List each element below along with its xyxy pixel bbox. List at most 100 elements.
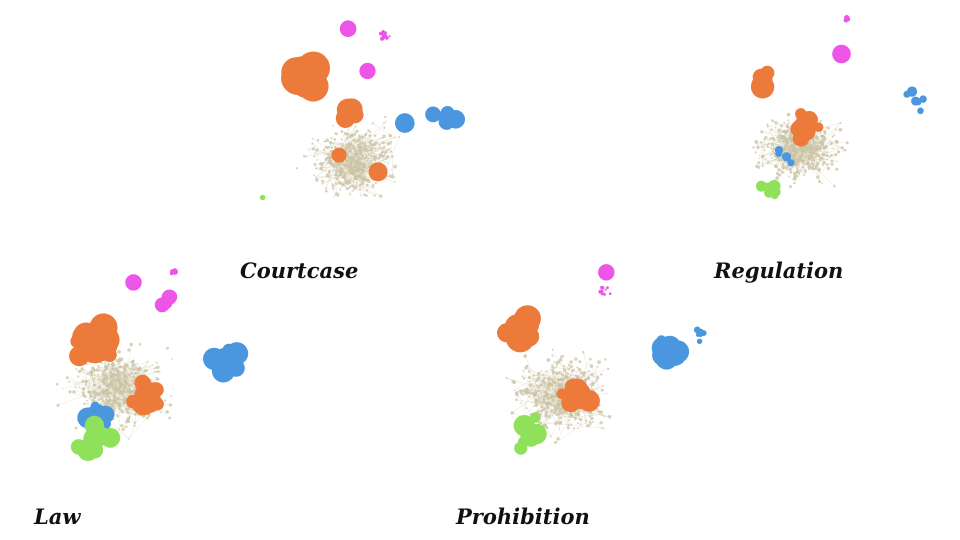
network-node xyxy=(128,390,132,395)
network-node xyxy=(821,182,824,185)
network-node xyxy=(785,123,789,127)
network-node xyxy=(535,378,539,382)
network-node xyxy=(120,409,122,412)
network-node xyxy=(92,396,96,400)
network-node xyxy=(601,427,603,430)
network-node xyxy=(572,374,575,376)
network-node xyxy=(814,164,818,168)
network-node xyxy=(794,172,796,174)
network-node xyxy=(88,391,92,394)
network-node xyxy=(118,428,121,431)
network-node xyxy=(772,136,775,139)
network-node xyxy=(112,405,115,407)
network-node xyxy=(366,170,368,173)
network-node xyxy=(124,381,128,386)
network-edge xyxy=(385,136,400,170)
network-edge xyxy=(812,159,821,164)
blue-cluster-node xyxy=(917,107,924,115)
network-node xyxy=(104,388,109,392)
blue-cluster-node xyxy=(903,90,911,98)
network-node xyxy=(332,142,335,145)
network-node xyxy=(555,366,558,369)
network-node xyxy=(108,386,112,389)
magenta-cluster-node xyxy=(608,292,612,296)
network-node xyxy=(117,378,121,383)
network-node xyxy=(836,160,838,162)
network-node xyxy=(121,398,124,401)
network-node xyxy=(120,371,124,375)
network-node xyxy=(544,414,549,418)
network-node xyxy=(778,159,781,162)
network-node xyxy=(544,392,546,394)
network-node xyxy=(532,383,534,385)
network-node xyxy=(538,383,542,386)
network-node xyxy=(338,166,343,170)
network-node xyxy=(385,155,390,159)
network-node xyxy=(604,358,607,361)
network-node xyxy=(164,399,167,402)
network-node xyxy=(102,395,105,398)
network-node xyxy=(368,140,372,144)
network-node xyxy=(826,166,831,171)
network-node xyxy=(78,369,82,374)
blue-cluster-node xyxy=(781,152,792,162)
magenta-cluster-node xyxy=(603,293,606,296)
network-node xyxy=(523,387,527,391)
network-node xyxy=(372,143,374,145)
network-node xyxy=(115,368,119,373)
network-edge xyxy=(831,143,843,149)
orange-cluster-node xyxy=(813,122,824,132)
network-node xyxy=(777,173,782,177)
network-node xyxy=(550,383,554,387)
network-node xyxy=(550,395,555,399)
network-node xyxy=(600,373,603,376)
network-node xyxy=(546,358,551,362)
network-node xyxy=(117,349,121,354)
network-node xyxy=(826,163,829,166)
network-node xyxy=(577,427,580,430)
network-node xyxy=(541,396,543,398)
network-node xyxy=(602,427,605,430)
network-node xyxy=(128,373,131,377)
network-node xyxy=(152,364,154,366)
orange-cluster-node xyxy=(346,106,364,124)
network-node xyxy=(111,367,115,371)
network-node xyxy=(787,119,790,121)
network-node xyxy=(555,410,558,413)
network-node xyxy=(377,156,381,160)
network-node xyxy=(321,182,324,185)
network-node xyxy=(340,138,343,140)
network-node xyxy=(553,361,556,364)
network-node xyxy=(830,154,833,157)
network-node xyxy=(803,174,806,177)
network-node xyxy=(545,370,548,373)
network-node xyxy=(120,357,124,361)
network-node xyxy=(812,139,814,142)
network-node xyxy=(795,165,798,168)
network-node xyxy=(295,167,299,170)
network-node xyxy=(388,174,393,178)
network-node xyxy=(332,125,334,127)
blue-cluster-node xyxy=(227,359,245,377)
network-node xyxy=(357,143,361,147)
network-node xyxy=(362,171,365,174)
network-node xyxy=(344,176,347,178)
network-node xyxy=(551,366,553,369)
network-node xyxy=(339,143,341,145)
green-cluster-node xyxy=(85,442,101,458)
network-node xyxy=(325,152,328,155)
network-node xyxy=(829,141,833,145)
network-node xyxy=(388,141,392,145)
network-node xyxy=(836,150,841,154)
network-node xyxy=(806,145,809,147)
network-node xyxy=(122,365,127,370)
network-node xyxy=(777,138,781,142)
network-node xyxy=(796,151,800,155)
network-node xyxy=(844,149,847,152)
network-node xyxy=(532,391,536,395)
network-node xyxy=(773,158,776,161)
network-node xyxy=(542,376,546,380)
network-node xyxy=(385,120,387,123)
network-node xyxy=(786,112,791,117)
network-node xyxy=(549,435,552,438)
